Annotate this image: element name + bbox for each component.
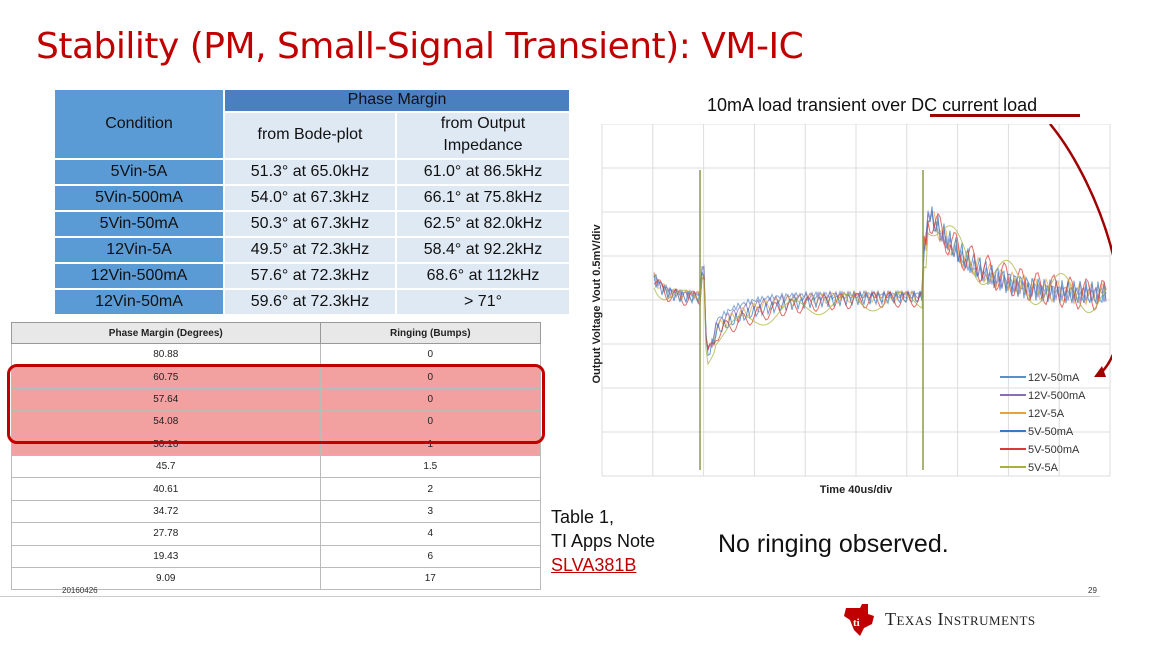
legend-label: 5V-5A [1028,462,1059,474]
ringing-row: 40.61 2 [11,477,542,501]
pm-row: 5Vin-50mA 50.3° at 67.3kHz 62.5° at 82.0kH… [55,212,569,236]
condition-header: Condition [55,90,223,158]
scope-ylabel: Output Voltage Vout 0.5mV/div [591,224,603,384]
ti-logo-icon: ti [844,604,874,636]
phase-margin-value: 45.7 [11,454,321,479]
slva381b-link[interactable]: SLVA381B [551,555,637,575]
plot-traces [653,206,1107,366]
scope-xlabel: Time 40us/div [820,484,893,496]
pm-bode-cell: 51.3° at 65.0kHz [225,160,395,184]
ringing-bumps-header: Ringing (Bumps) [319,322,542,344]
ringing-value: 2 [319,477,542,501]
legend-label: 12V-50mA [1028,372,1080,384]
pm-row: 5Vin-500mA 54.0° at 67.3kHz 66.1° at 75.8k… [55,186,569,210]
output-impedance-header: from Output Impedance [397,112,569,158]
ringing-table: Phase Margin (Degrees) Ringing (Bumps) 8… [11,322,542,591]
ringing-row: 27.78 4 [11,522,542,546]
pm-bode-cell: 59.6° at 72.3kHz [225,290,395,314]
pm-output-cell: 62.5° at 82.0kHz [397,212,569,236]
phase-margin-value: 80.88 [11,342,321,367]
ringing-value: 4 [319,522,542,546]
ringing-row: 45.7 1.5 [11,454,542,479]
slide-title: Stability (PM, Small-Signal Transient): … [36,26,804,67]
page-number: 29 [1088,586,1097,595]
ringing-row: 60.75 0 [11,365,542,389]
output-header-line-2: Impedance [443,137,523,155]
phase-margin-table: Condition Phase Margin from Bode-plot fr… [53,88,571,316]
footer-divider [0,596,1100,597]
pm-row: 12Vin-500mA 57.6° at 72.3kHz 68.6° at 112k… [55,264,569,288]
footer-date: 20160426 [62,586,98,595]
ringing-value: 1.5 [319,454,542,479]
pm-row: 12Vin-50mA 59.6° at 72.3kHz > 71° [55,290,569,314]
output-header-line-1: from Output [440,115,526,133]
ringing-row: 50.16 1 [11,432,542,456]
highlight-box [7,364,545,444]
ringing-row: 9.09 17 [11,566,542,591]
trace-5v-50ma [653,206,1107,356]
ringing-row: 57.64 0 [11,387,542,412]
phase-margin-value: 34.72 [11,499,321,524]
note-line-2: TI Apps Note [551,531,656,551]
ringing-row: 80.88 0 [11,342,542,367]
pm-row: 12Vin-5A 49.5° at 72.3kHz 58.4° at 92.2kHz [55,238,569,262]
legend-label: 12V-500mA [1028,390,1086,402]
ringing-row: 19.43 6 [11,544,542,568]
pm-output-cell: 61.0° at 86.5kHz [397,160,569,184]
arrow-head-icon [1094,366,1106,377]
legend-label: 5V-500mA [1028,444,1080,456]
phase-margin-value: 57.64 [11,387,321,412]
phase-margin-value: 19.43 [11,544,321,568]
legend-label: 12V-5A [1028,408,1065,420]
phase-margin-value: 50.16 [11,432,321,456]
apps-note: Table 1, TI Apps Note SLVA381B [551,505,655,577]
ringing-value: 0 [319,365,542,389]
pm-condition-cell: 5Vin-50mA [55,212,223,236]
pm-condition-cell: 5Vin-5A [55,160,223,184]
phase-margin-value: 40.61 [11,477,321,501]
pm-bode-cell: 54.0° at 67.3kHz [225,186,395,210]
oscilloscope-plot: Output Voltage Vout 0.5mV/div Time 40us/… [591,124,1112,496]
conclusion-text: No ringing observed. [718,530,949,558]
phase-margin-value: 60.75 [11,365,321,389]
pm-output-cell: 58.4° at 92.2kHz [397,238,569,262]
pm-bode-cell: 50.3° at 67.3kHz [225,212,395,236]
phase-margin-value: 27.78 [11,522,321,546]
scope-title: 10mA load transient over DC current load [707,95,1038,115]
ti-logo-text: Texas Instruments [885,609,1036,629]
ringing-value: 1 [319,432,542,456]
ringing-value: 0 [319,410,542,434]
scope-legend: 12V-50mA 12V-500mA 12V-5A 5V-50mA 5V-500mA 5V… [1000,372,1086,474]
pm-condition-cell: 5Vin-500mA [55,186,223,210]
phase-margin-value: 9.09 [11,566,321,591]
svg-text:ti: ti [853,617,860,629]
pm-row: 5Vin-5A 51.3° at 65.0kHz 61.0° at 86.5kHz [55,160,569,184]
pm-output-cell: > 71° [397,290,569,314]
legend-label: 5V-50mA [1028,426,1074,438]
ringing-row: 34.72 3 [11,499,542,524]
pm-output-cell: 66.1° at 75.8kHz [397,186,569,210]
ringing-value: 0 [319,342,542,367]
ringing-value: 0 [319,387,542,412]
bode-header: from Bode-plot [225,112,395,158]
pm-condition-cell: 12Vin-5A [55,238,223,262]
ringing-value: 3 [319,499,542,524]
phase-margin-degrees-header: Phase Margin (Degrees) [11,322,321,344]
title-underline [930,114,1080,117]
phase-margin-header: Phase Margin [225,90,569,111]
phase-margin-value: 54.08 [11,410,321,434]
pm-condition-cell: 12Vin-50mA [55,290,223,314]
pm-bode-cell: 57.6° at 72.3kHz [225,264,395,288]
ringing-row: 54.08 0 [11,410,542,434]
note-line-1: Table 1, [551,507,615,527]
ringing-value: 6 [319,544,542,568]
pm-condition-cell: 12Vin-500mA [55,264,223,288]
trace-5v-5a [653,225,1107,366]
ringing-value: 17 [319,566,542,591]
pm-bode-cell: 49.5° at 72.3kHz [225,238,395,262]
pm-output-cell: 68.6° at 112kHz [397,264,569,288]
annotation-arrow [1049,124,1112,375]
